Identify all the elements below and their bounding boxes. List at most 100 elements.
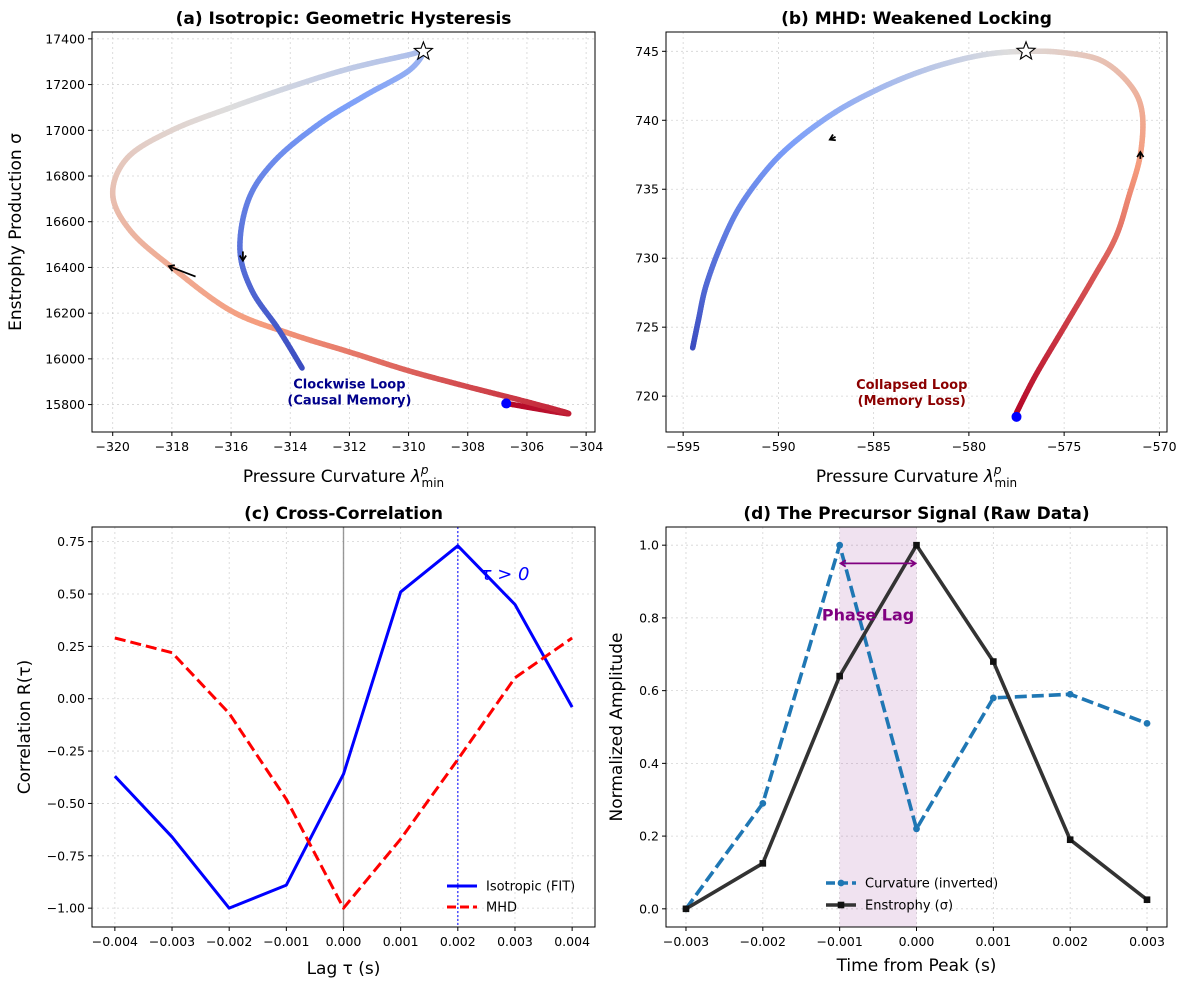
panel-d-xtick-label: −0.003 <box>663 934 709 949</box>
panel-a-ytick-label: 17000 <box>45 123 85 138</box>
panel-a-annotation-line: Clockwise Loop <box>293 378 405 393</box>
panel-c-ytick-label: 0.00 <box>57 691 85 706</box>
panel-a-ytick-label: 16400 <box>45 260 85 275</box>
panel-a-ytick-label: 15800 <box>45 397 85 412</box>
panel-a-xtick-label: −310 <box>391 439 425 454</box>
panel-d-phase-lag-label: Phase Lag <box>822 605 914 624</box>
panel-a-ytick-label: 17400 <box>45 31 85 46</box>
panel-a-direction-arrow-head <box>238 255 247 263</box>
panel-b-grid <box>666 32 1167 432</box>
panel-d-xtick-label: −0.001 <box>817 934 863 949</box>
panel-c-xtick-label: 0.003 <box>497 934 533 949</box>
panel-a-xtick-label: −320 <box>96 439 130 454</box>
panel-c-series-group <box>113 544 574 910</box>
panel-a-ytick-label: 17200 <box>45 77 85 92</box>
panel-a-grid <box>92 32 595 432</box>
panel-d-point-curvature <box>989 694 997 702</box>
panel-a-ylabel: Enstrophy Production σ <box>6 133 26 331</box>
panel-a-xtick-label: −314 <box>273 439 307 454</box>
panel-d-point-curvature <box>1066 690 1074 698</box>
panel-c-series-line-mhd <box>114 636 573 910</box>
panel-c-xtick-label: −0.004 <box>92 934 138 949</box>
panel-c-xtick-label: 0.001 <box>383 934 419 949</box>
panel-b: (b) MHD: Weakened Locking −595 −590 −585 −58… <box>635 9 1176 490</box>
panel-b-ytick-label: 720 <box>635 389 659 404</box>
panel-a-xtick-label: −304 <box>569 439 603 454</box>
panel-d-ytick-label: 0.8 <box>639 610 659 625</box>
panel-d-point-curvature <box>759 799 767 807</box>
panel-d: (d) The Precursor Signal (Raw Data) −0.00… <box>607 504 1168 976</box>
panel-b-xtick-label: −580 <box>952 439 986 454</box>
panel-b-ytick-label: 740 <box>635 113 659 128</box>
panel-b-direction-arrow-head <box>1136 150 1145 158</box>
panel-c-title: (c) Cross-Correlation <box>244 504 443 524</box>
panel-b-direction-arrow-head <box>828 134 836 142</box>
panel-d-xlabel: Time from Peak (s) <box>836 956 997 976</box>
panel-d-xtick-label: 0.003 <box>1129 934 1165 949</box>
panel-b-xtick-label: −575 <box>1047 439 1081 454</box>
panel-a-direction-arrow <box>168 265 196 278</box>
panel-c-frame <box>91 526 596 928</box>
panel-d-phase-lag-arrow-head-left <box>838 559 847 568</box>
panel-c-ytick-label: −0.75 <box>47 848 85 863</box>
panel-a-ytick-label: 16800 <box>45 169 85 184</box>
panel-a-xtick-label: −308 <box>451 439 485 454</box>
panel-c-series-line-isotropic <box>113 544 574 910</box>
panel-b-trajectory <box>689 48 1146 416</box>
panel-c-tau-annotation: τ > 0 <box>481 564 530 585</box>
panel-b-title: (b) MHD: Weakened Locking <box>781 9 1052 29</box>
panel-b-xtick-label: −590 <box>761 439 795 454</box>
panel-d-point-enstrophy <box>759 860 767 867</box>
panel-d-legend-marker <box>837 879 845 887</box>
panel-b-ytick-label: 725 <box>635 320 659 335</box>
panel-d-point-enstrophy <box>1066 836 1074 844</box>
panel-a-trajectory <box>109 47 572 417</box>
panel-c-xlabel: Lag τ (s) <box>307 959 381 979</box>
panel-d-legend-marker <box>837 901 845 909</box>
panel-d-point-enstrophy <box>913 541 920 549</box>
panel-d-point-curvature <box>913 825 920 833</box>
panel-c-ytick-label: −1.00 <box>47 901 85 916</box>
panel-b-xtick-label: −570 <box>1142 439 1176 454</box>
panel-d-xtick-label: 0.002 <box>1052 934 1088 949</box>
panel-d-ytick-label: 0.4 <box>639 756 659 771</box>
panel-b-frame <box>665 31 1168 433</box>
panel-b-xtick-label: −595 <box>666 439 700 454</box>
panel-c-xtick-label: −0.002 <box>206 934 252 949</box>
panel-d-point-curvature <box>1143 719 1151 727</box>
panel-d-series-group <box>682 541 1151 913</box>
panel-c-xtick-label: 0.004 <box>554 934 590 949</box>
panel-a-xlabel: Pressure Curvature λp min <box>243 463 444 490</box>
panel-a-ytick-label: 16200 <box>45 306 85 321</box>
panel-c: (c) Cross-Correlation−0.004 −0.003 −0.002−… <box>15 504 596 979</box>
panel-a-xtick-label: −316 <box>214 439 248 454</box>
panel-b-peak-star <box>1015 40 1037 61</box>
panel-d-point-curvature <box>836 541 844 549</box>
panel-a-trajectory-segment <box>298 363 305 371</box>
panel-d-xtick-label: −0.002 <box>740 934 786 949</box>
panel-b-annotation-line: (Memory Loss) <box>858 394 966 409</box>
panel-d-ytick-label: 0.0 <box>639 901 659 916</box>
panel-d-ylabel: Normalized Amplitude <box>607 633 627 822</box>
panel-a-annotation-line: (Causal Memory) <box>287 394 411 409</box>
panel-b-ytick-label: 745 <box>635 44 659 59</box>
panel-b-xtick-label: −585 <box>856 439 890 454</box>
panel-a-ytick-label: 16000 <box>45 351 85 366</box>
panel-a: (a) Isotropic: Geometric Hysteresis −320 −… <box>6 9 603 490</box>
panel-d-ytick-label: 0.2 <box>639 829 659 844</box>
panel-c-xtick-label: 0.002 <box>440 934 476 949</box>
panel-d-point-enstrophy <box>1143 896 1151 904</box>
panel-a-xtick-label: −318 <box>155 439 189 454</box>
panel-d-xtick-label: 0.000 <box>899 934 935 949</box>
panel-d-frame <box>665 526 1168 928</box>
panel-d-legend-label: Enstrophy (σ) <box>865 899 953 914</box>
panel-a-ytick-label: 16600 <box>45 214 85 229</box>
panel-c-legend-label: MHD <box>486 901 517 916</box>
panel-d-title: (d) The Precursor Signal (Raw Data) <box>743 504 1089 524</box>
panel-b-ytick-label: 730 <box>635 251 659 266</box>
panel-b-annotation-line: Collapsed Loop <box>856 378 967 393</box>
panel-c-ytick-label: −0.50 <box>47 796 85 811</box>
panel-a-start-point <box>501 398 512 409</box>
panel-d-point-enstrophy <box>682 905 690 913</box>
panel-c-ylabel: Correlation R(τ) <box>15 660 35 794</box>
